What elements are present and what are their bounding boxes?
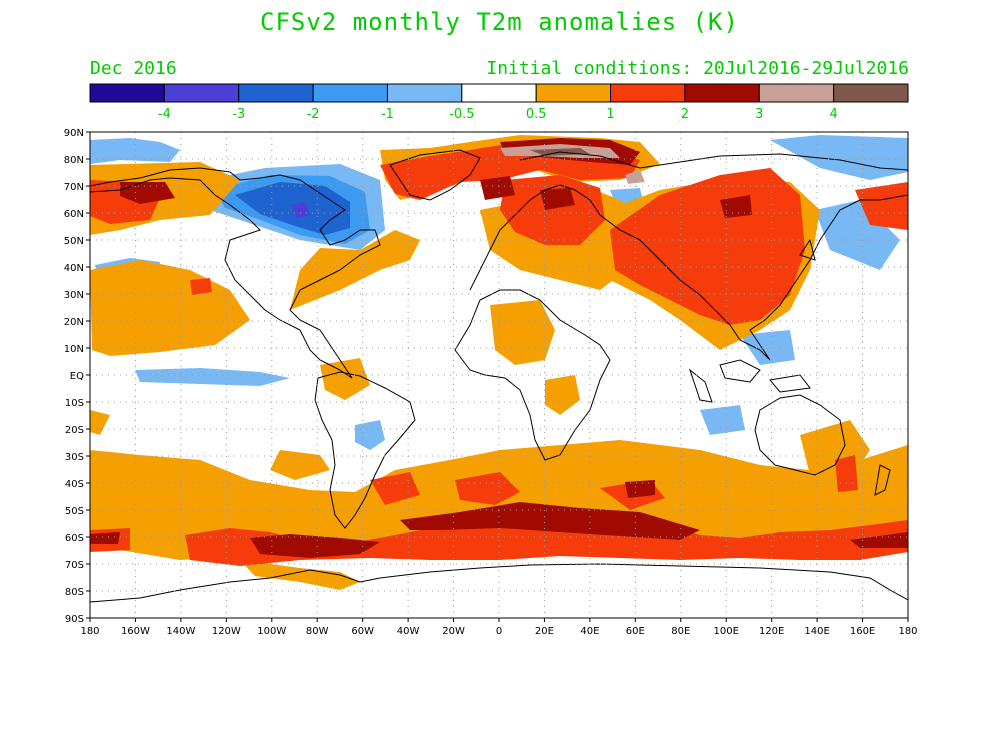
latitude-labels: 90N 80N 70N 60N 50N 40N 30N 20N 10N EQ 10S 20S 30S 40…	[64, 128, 84, 625]
colorbar-tick-label: 1	[606, 107, 614, 122]
lon-label: 160W	[121, 626, 150, 637]
lon-label: 180	[898, 626, 917, 637]
lat-label: 40N	[64, 263, 84, 274]
graticule	[86, 131, 909, 622]
anomaly-map: 90N 80N 70N 60N 50N 40N 30N 20N 10N EQ 10S 20S 30S 40…	[64, 128, 918, 637]
colorbar-tick-label: 3	[755, 107, 763, 122]
lon-label: 20W	[442, 626, 465, 637]
lon-label: 60W	[351, 626, 374, 637]
colorbar-tick-label: -0.5	[449, 107, 474, 122]
lat-label: 20S	[65, 425, 84, 436]
colorbar-tick-label: -1	[381, 107, 394, 122]
lon-label: 40E	[580, 626, 599, 637]
lat-label: 50S	[65, 506, 84, 517]
colorbar: -4 -3 -2 -1 -0.5 0.5 1 2 3 4	[89, 83, 909, 122]
initial-conditions-label: Initial conditions: 20Jul2016-29Jul2016	[486, 58, 909, 79]
lon-label: 100E	[714, 626, 739, 637]
lon-label: 160E	[850, 626, 875, 637]
colorbar-box	[461, 83, 537, 103]
colorbar-box	[386, 83, 463, 103]
lat-label: 40S	[65, 479, 84, 490]
lat-label: EQ	[70, 371, 84, 382]
colorbar-tick-label: -2	[307, 107, 320, 122]
lat-label: 30S	[65, 452, 84, 463]
map-frame	[89, 131, 909, 619]
lat-label: 10N	[64, 344, 84, 355]
colorbar-tick-label: -3	[232, 107, 245, 122]
colorbar-box	[610, 83, 686, 103]
lon-label: 100W	[257, 626, 286, 637]
colorbar-box	[163, 83, 240, 103]
lon-label: 40W	[397, 626, 420, 637]
lat-label: 90N	[64, 128, 84, 139]
lat-label: 30N	[64, 290, 84, 301]
colorbar-box	[535, 83, 612, 103]
lon-label: 60E	[626, 626, 645, 637]
lon-label: 120W	[212, 626, 241, 637]
lon-label: 140W	[166, 626, 195, 637]
lon-label: 80E	[671, 626, 690, 637]
colorbar-box	[238, 83, 314, 103]
colorbar-box	[684, 83, 760, 103]
colorbar-box	[312, 83, 388, 103]
lat-label: 60N	[64, 209, 84, 220]
lat-label: 90S	[65, 614, 84, 625]
lon-label: 120E	[759, 626, 784, 637]
lat-label: 70S	[65, 560, 84, 571]
lon-label: 180	[80, 626, 99, 637]
valid-month-label: Dec 2016	[90, 58, 177, 79]
lon-label: 140E	[804, 626, 829, 637]
coastlines	[90, 149, 908, 603]
lat-label: 60S	[65, 533, 84, 544]
lat-label: 10S	[65, 398, 84, 409]
colorbar-labels: -4 -3 -2 -1 -0.5 0.5 1 2 3 4	[158, 107, 838, 122]
colorbar-tick-label: 4	[829, 107, 837, 122]
lat-label: 50N	[64, 236, 84, 247]
colorbar-box	[833, 83, 909, 103]
colorbar-tick-label: 2	[681, 107, 689, 122]
lat-label: 70N	[64, 182, 84, 193]
colorbar-box	[758, 83, 835, 103]
lon-label: 80W	[306, 626, 329, 637]
lon-label: 0	[496, 626, 502, 637]
colorbar-boxes	[89, 83, 909, 103]
lat-label: 20N	[64, 317, 84, 328]
colorbar-tick-label: -4	[158, 107, 171, 122]
colorbar-box	[89, 83, 165, 103]
colorbar-tick-label: 0.5	[526, 107, 547, 122]
longitude-labels: 180 160W 140W 120W 100W 80W 60W 40W 20W 0 20E 40E 60…	[80, 626, 917, 637]
lon-label: 20E	[535, 626, 554, 637]
map-title: CFSv2 monthly T2m anomalies (K)	[260, 8, 739, 36]
lat-label: 80S	[65, 587, 84, 598]
lat-label: 80N	[64, 155, 84, 166]
